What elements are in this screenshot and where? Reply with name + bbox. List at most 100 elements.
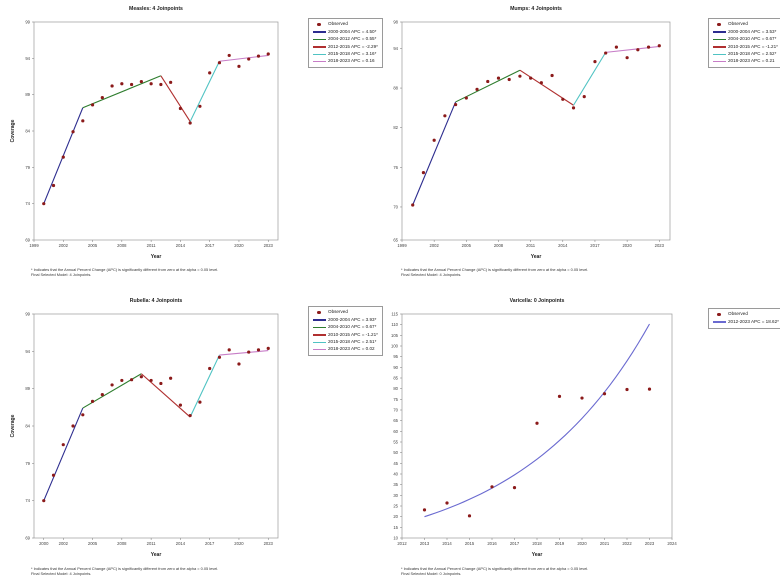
mumps-chart: Mumps: 4 Joinpoints 65 70 76 82 88 94 98 1999 200… bbox=[393, 6, 671, 260]
x-tick-label: 2002 bbox=[59, 541, 69, 546]
plot-frame bbox=[33, 21, 279, 241]
observed-point bbox=[71, 130, 75, 134]
x-tick-label: 2020 bbox=[577, 541, 587, 546]
x-tick-label: 2011 bbox=[147, 541, 157, 546]
observed-point bbox=[110, 383, 114, 387]
observed-point bbox=[454, 102, 458, 107]
observed-point bbox=[550, 73, 554, 78]
legend-symbol bbox=[712, 23, 726, 27]
joinpoint-segment-4 bbox=[573, 52, 607, 106]
observed-point bbox=[432, 138, 436, 142]
legend-label: 2000-2004 APC = 3.53* bbox=[728, 28, 777, 34]
y-tick-label: 99 bbox=[25, 312, 30, 317]
legend-label: 2015-2018 APC = 2.51* bbox=[328, 338, 377, 344]
legend-label: 2015-2018 APC = 2.52* bbox=[728, 50, 777, 56]
observed-point bbox=[422, 508, 427, 512]
x-tick-label: 2014 bbox=[442, 541, 452, 546]
y-tick-label: 65 bbox=[393, 238, 398, 243]
y-tick-label: 15 bbox=[393, 525, 398, 530]
y-tick-label: 40 bbox=[393, 472, 398, 477]
legend-symbol bbox=[312, 46, 326, 48]
y-tick-label: 89 bbox=[25, 92, 30, 97]
legend-entry: Observed bbox=[712, 21, 778, 28]
observed-point bbox=[217, 355, 222, 359]
x-tick-label: 2012 bbox=[397, 541, 407, 546]
legend-label: 2018-2023 APC = 0.02 bbox=[328, 346, 375, 352]
observed-point bbox=[604, 51, 608, 55]
varicella-footnote: * Indicates that the Annual Percent Chan… bbox=[401, 566, 588, 577]
observed-point bbox=[208, 366, 212, 371]
x-tick-label: 2008 bbox=[494, 243, 504, 248]
observed-point bbox=[593, 60, 597, 64]
legend-symbol bbox=[312, 38, 326, 41]
legend-symbol bbox=[312, 334, 326, 336]
x-tick-label: 2005 bbox=[462, 243, 472, 248]
y-tick-label: 94 bbox=[25, 56, 30, 61]
observed-point bbox=[247, 57, 251, 61]
rubella-chart: Rubella: 4 Joinpoints 69 74 79 84 89 94 99 2000 2… bbox=[10, 298, 279, 558]
observed-point bbox=[507, 77, 511, 82]
observed-point bbox=[486, 79, 490, 84]
observed-point bbox=[625, 56, 629, 60]
legend-label: 2015-2018 APC = 3.16* bbox=[328, 50, 377, 56]
x-tick-label: 2000 bbox=[39, 541, 49, 546]
x-tick-label: 2022 bbox=[622, 541, 632, 546]
observed-point bbox=[602, 392, 607, 396]
observed-point bbox=[81, 119, 85, 123]
x-tick-label: 2017 bbox=[205, 243, 215, 248]
measles-panel: Measles: 4 Joinpoints 69 74 79 84 89 94 99 1999 2… bbox=[0, 0, 390, 292]
segment-line-swatch bbox=[312, 31, 326, 33]
legend-symbol bbox=[712, 38, 726, 41]
observed-point bbox=[90, 399, 95, 403]
observed-point bbox=[657, 44, 661, 48]
chart-title: Rubella: 4 Joinpoints bbox=[130, 298, 183, 304]
joinpoint-segment-5 bbox=[605, 45, 660, 53]
y-tick-label: 115 bbox=[391, 312, 398, 317]
observed-point bbox=[518, 74, 522, 78]
y-tick-label: 95 bbox=[393, 354, 398, 359]
observed-point bbox=[557, 394, 562, 398]
y-tick-label: 105 bbox=[391, 333, 399, 338]
segment-line-swatch bbox=[712, 46, 726, 48]
observed-point bbox=[139, 79, 143, 84]
y-tick-label: 30 bbox=[393, 493, 398, 498]
footnote-line2: Final Selected Model: 4 Joinpoints. bbox=[31, 571, 92, 577]
y-tick-label: 45 bbox=[393, 461, 398, 466]
legend-label: Observed bbox=[328, 309, 348, 315]
y-tick-label: 84 bbox=[25, 129, 30, 134]
y-tick-label: 98 bbox=[393, 20, 398, 25]
segment-line-swatch bbox=[712, 31, 726, 33]
footnote-line2: Final Selected Model: 4 Joinpoints. bbox=[401, 272, 462, 278]
legend-entry: 2000-2004 APC = 3.93* bbox=[312, 316, 378, 323]
chart-title: Measles: 4 Joinpoints bbox=[129, 6, 183, 12]
y-tick-label: 60 bbox=[393, 429, 398, 434]
y-tick-label: 50 bbox=[393, 450, 398, 455]
legend-label: 2004-2010 APC = 0.67* bbox=[328, 324, 377, 330]
y-tick-label: 70 bbox=[393, 408, 398, 413]
legend-label: Observed bbox=[728, 311, 748, 317]
measles-chart: Measles: 4 Joinpoints 69 74 79 84 89 94 99 1999 2… bbox=[10, 6, 279, 260]
segment-line-swatch bbox=[312, 46, 326, 48]
observed-point bbox=[512, 486, 517, 490]
rubella-panel: Rubella: 4 Joinpoints 69 74 79 84 89 94 99 2000 2… bbox=[0, 292, 390, 584]
y-tick-label: 10 bbox=[393, 536, 398, 541]
observed-point bbox=[130, 378, 134, 382]
observed-point bbox=[467, 514, 472, 518]
segment-line-swatch bbox=[312, 61, 326, 63]
x-tick-label: 2013 bbox=[420, 541, 430, 546]
x-tick-label: 1999 bbox=[397, 243, 407, 248]
observed-point bbox=[42, 202, 46, 206]
observed-point bbox=[217, 61, 222, 65]
observed-point bbox=[237, 362, 241, 366]
x-tick-label: 2008 bbox=[117, 243, 127, 248]
legend-symbol bbox=[312, 311, 326, 315]
y-tick-label: 76 bbox=[393, 165, 398, 170]
observed-point bbox=[464, 96, 468, 100]
joinpoint-segment-1 bbox=[412, 101, 457, 206]
observed-point bbox=[169, 80, 173, 84]
observed-point bbox=[178, 106, 182, 111]
footnote-line1: * Indicates that the Annual Percent Chan… bbox=[401, 566, 589, 571]
varicella-panel: Varicella: 0 Joinpoints 10 15 20 25 30 35 40 45 5… bbox=[390, 292, 780, 584]
y-tick-label: 99 bbox=[25, 20, 30, 25]
x-tick-label: 2011 bbox=[147, 243, 157, 248]
